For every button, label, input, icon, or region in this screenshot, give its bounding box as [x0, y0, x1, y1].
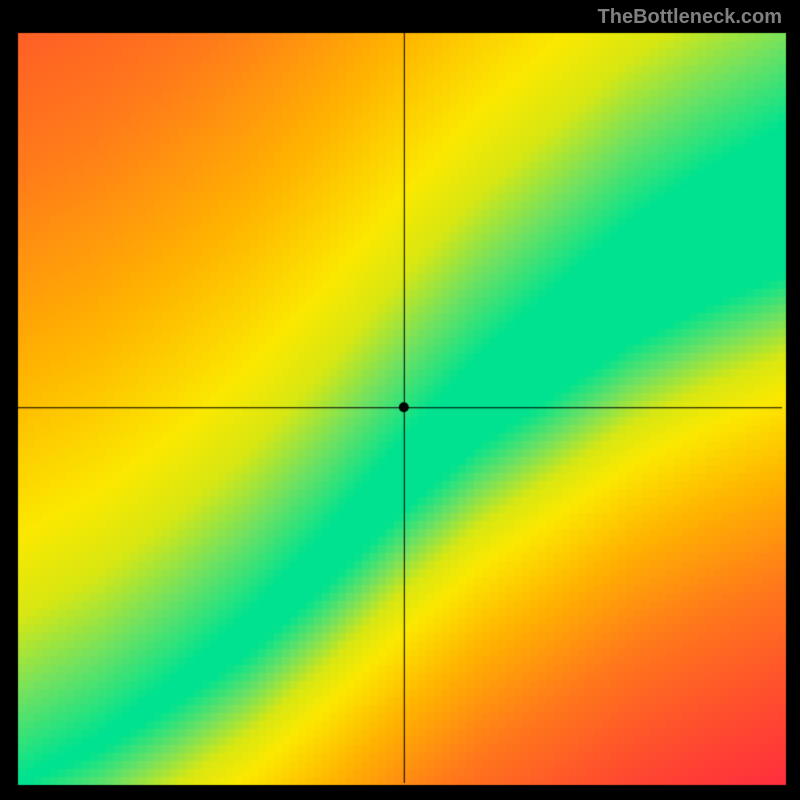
bottleneck-heatmap	[0, 0, 800, 800]
watermark-text: TheBottleneck.com	[598, 6, 782, 29]
chart-container: TheBottleneck.com	[0, 0, 800, 800]
